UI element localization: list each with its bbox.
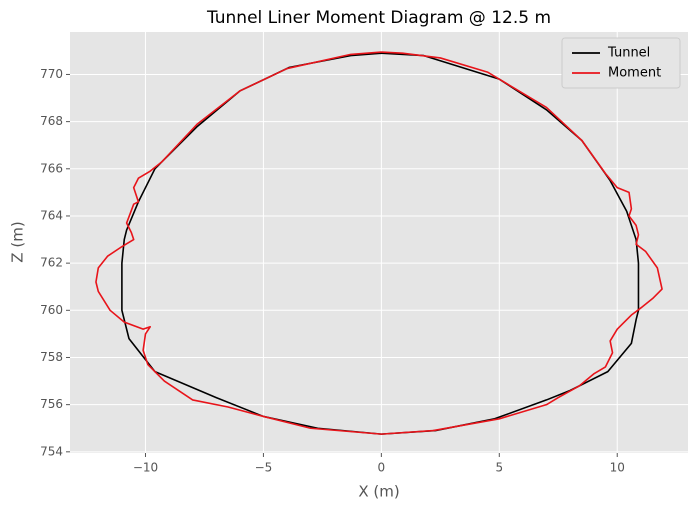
y-tick-label: 756 — [40, 397, 63, 411]
legend-box — [561, 37, 681, 89]
y-tick-label: 770 — [40, 67, 63, 81]
y-tick-label: 760 — [40, 303, 63, 317]
y-tick-label: 758 — [40, 350, 63, 364]
legend-label: Tunnel — [607, 46, 650, 61]
x-tick-label: −5 — [255, 461, 273, 475]
y-tick-label: 768 — [40, 114, 63, 128]
y-tick-label: 764 — [40, 208, 63, 222]
y-tick-label: 762 — [40, 256, 63, 270]
chart-title: Tunnel Liner Moment Diagram @ 12.5 m — [206, 8, 551, 28]
legend-label: Moment — [608, 66, 661, 81]
x-tick-label: 0 — [378, 461, 386, 475]
y-tick-label: 766 — [40, 161, 63, 175]
x-tick-label: 10 — [610, 461, 625, 475]
x-tick-label: −10 — [133, 461, 158, 475]
series-line — [95, 51, 663, 435]
lines — [95, 51, 663, 435]
y-axis-label: Z (m) — [9, 221, 27, 262]
plot-area — [70, 32, 688, 453]
grid — [66, 32, 688, 457]
y-tick-label: 754 — [40, 444, 63, 458]
x-tick-label: 5 — [495, 461, 503, 475]
x-axis-label: X (m) — [358, 483, 399, 501]
legend: Tunnel Moment — [561, 37, 681, 89]
